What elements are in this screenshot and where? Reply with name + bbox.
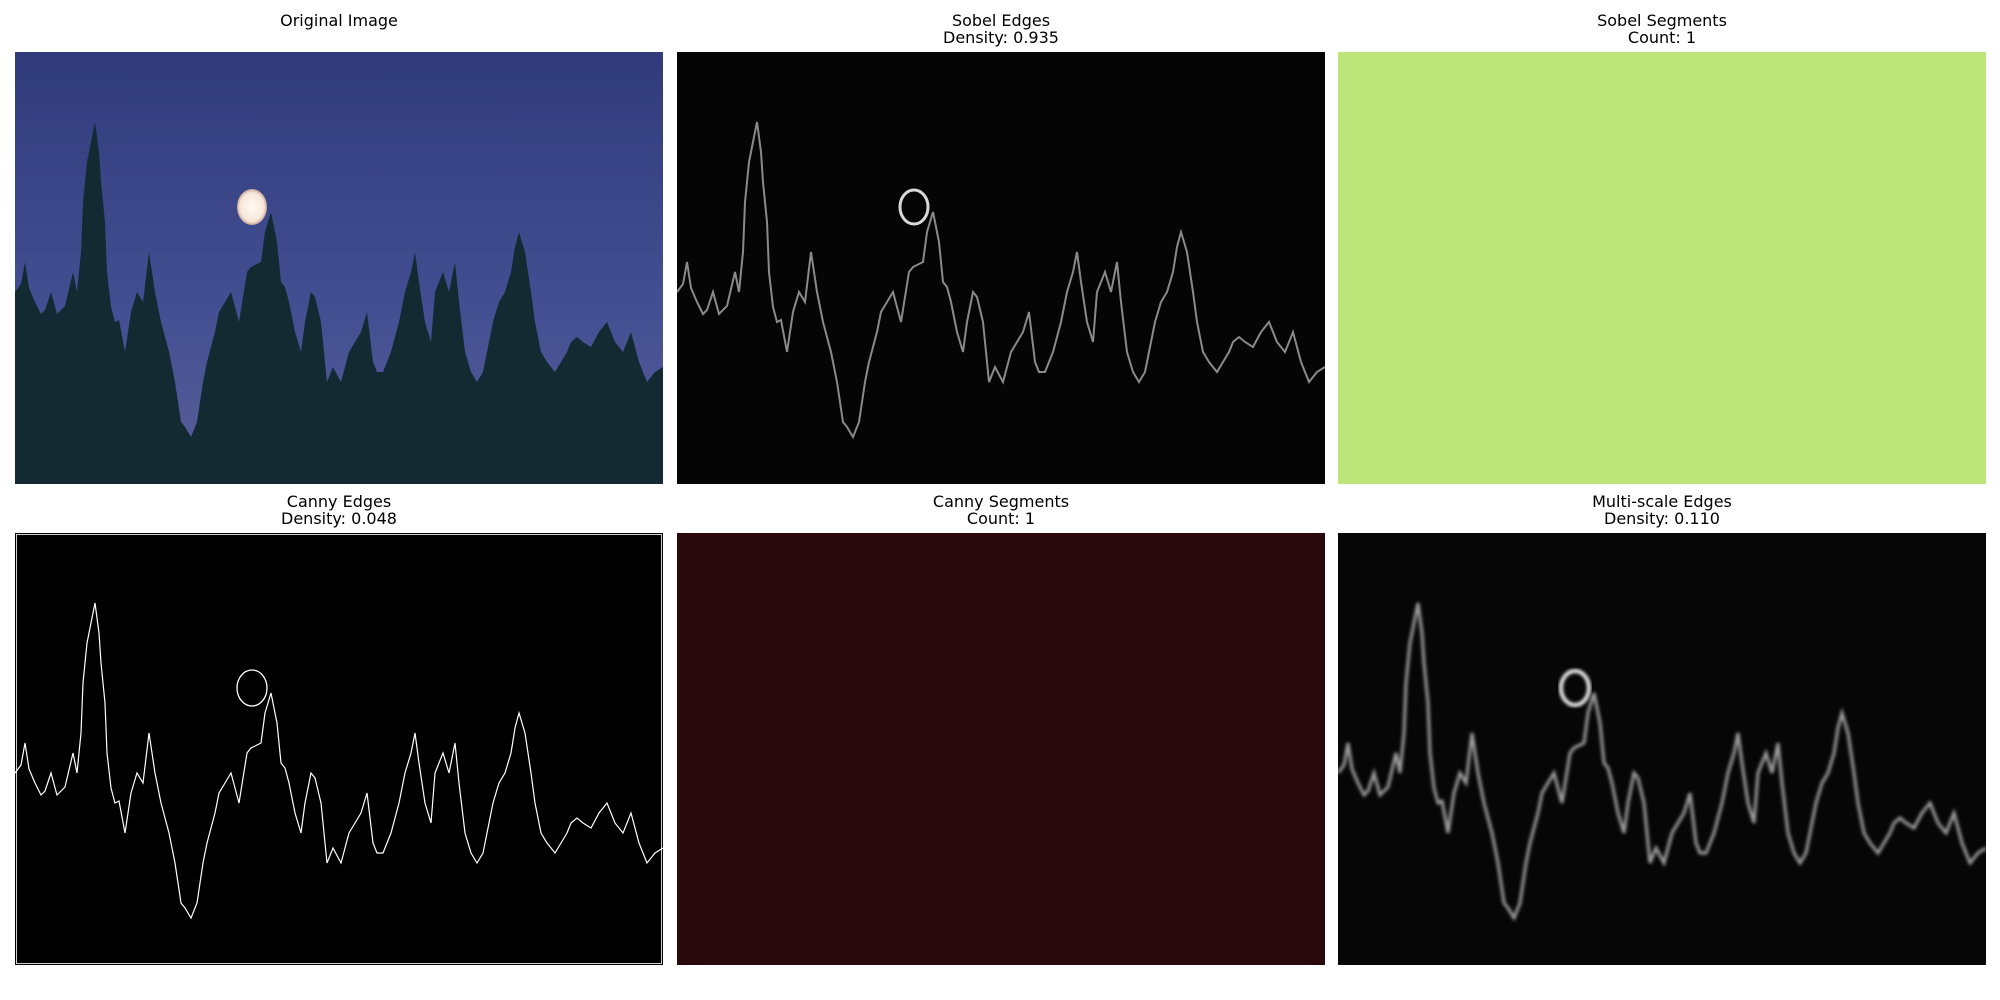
tree-silhouettes [15,122,663,484]
panel-subtitle-text: Density: 0.935 [943,28,1059,47]
sobel-segments-image [1338,52,1986,484]
multiscale-edges-image [1338,533,1986,965]
panel-title: Original Image [15,12,663,52]
panel-subtitle-text: Count: 1 [1627,28,1697,47]
moon-edge [1559,669,1591,707]
panel-subtitle-text: Density: 0.110 [1604,509,1720,528]
panel-title: Sobel Edges Density: 0.935 [677,12,1325,52]
moon-edge [898,188,930,226]
panel-title-text: Multi-scale Edges [1592,492,1732,511]
tree-edges [677,121,1325,440]
panel-subtitle-text: Density: 0.048 [281,509,397,528]
panel-title-text: Sobel Segments [1597,11,1727,30]
tree-edges [1338,602,1986,922]
panel-title: Multi-scale Edges Density: 0.110 [1338,493,1986,533]
canny-edges-image [15,533,663,965]
panel-title: Sobel Segments Count: 1 [1338,12,1986,52]
original-image [15,52,663,484]
sobel-edges-image [677,52,1325,484]
panel-title-text: Original Image [280,11,398,30]
tree-edges [15,602,663,920]
canny-segments-image [677,533,1325,965]
panel-title: Canny Segments Count: 1 [677,493,1325,533]
moon [237,189,267,225]
panel-title-text: Sobel Edges [951,11,1051,30]
moon-edge [236,669,268,707]
panel-title: Canny Edges Density: 0.048 [15,493,663,533]
panel-title-text: Canny Edges [286,492,392,511]
panel-subtitle-text: Count: 1 [966,509,1036,528]
panel-title-text: Canny Segments [932,492,1070,511]
